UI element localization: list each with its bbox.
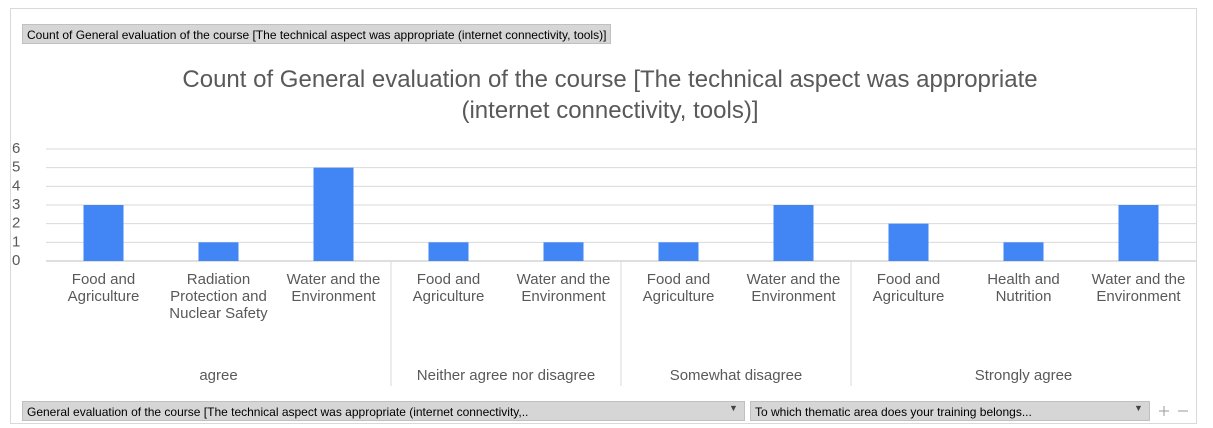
x-tick-label: Food and Agriculture xyxy=(67,271,140,305)
chart-title: Count of General evaluation of the cours… xyxy=(182,66,1038,124)
axis-field-button[interactable]: To which thematic area does your trainin… xyxy=(750,401,1150,421)
y-tick-label: 4 xyxy=(12,177,20,194)
x-tick-label: Food and Agriculture xyxy=(642,271,715,305)
y-tick-label: 2 xyxy=(12,215,20,232)
x-tick-label: Health and Nutrition xyxy=(987,271,1060,305)
y-tick-label: 3 xyxy=(12,196,20,213)
axis-field-button[interactable]: General evaluation of the course [The te… xyxy=(22,401,745,421)
x-tick-label: Water and the Environment xyxy=(286,271,381,305)
dropdown-arrow[interactable]: ▼ xyxy=(1134,403,1143,413)
x-tick-label: Water and the Environment xyxy=(1091,271,1186,305)
x-tick-label: Water and the Environment xyxy=(746,271,841,305)
bar xyxy=(888,223,929,261)
x-tick-label: Water and the Environment xyxy=(516,271,611,305)
y-tick-label: 0 xyxy=(12,252,20,269)
bar xyxy=(773,205,814,261)
dropdown-arrow[interactable]: ▼ xyxy=(729,403,738,413)
bar xyxy=(428,242,469,261)
bar xyxy=(198,242,239,261)
y-tick-label: 5 xyxy=(12,159,20,176)
value-field-button[interactable]: Count of General evaluation of the cours… xyxy=(22,24,612,44)
group-label: agree xyxy=(199,367,238,384)
bar xyxy=(658,242,699,261)
bar xyxy=(543,242,584,261)
y-tick-label: 6 xyxy=(12,140,20,157)
x-tick-label: Food and Agriculture xyxy=(412,271,485,305)
bar xyxy=(1118,205,1159,261)
plus-button[interactable] xyxy=(1159,406,1169,416)
group-label: Somewhat disagree xyxy=(669,367,803,384)
y-tick-label: 1 xyxy=(12,233,20,250)
group-label: Neither agree nor disagree xyxy=(416,367,596,384)
bar xyxy=(313,167,354,261)
group-label: Strongly agree xyxy=(974,367,1073,384)
bar xyxy=(1003,242,1044,261)
x-tick-label: Food and Agriculture xyxy=(872,271,945,305)
bar xyxy=(83,205,124,261)
x-tick-label: Radiation Protection and Nuclear Safety xyxy=(169,271,268,322)
chart-frame xyxy=(10,8,1197,424)
